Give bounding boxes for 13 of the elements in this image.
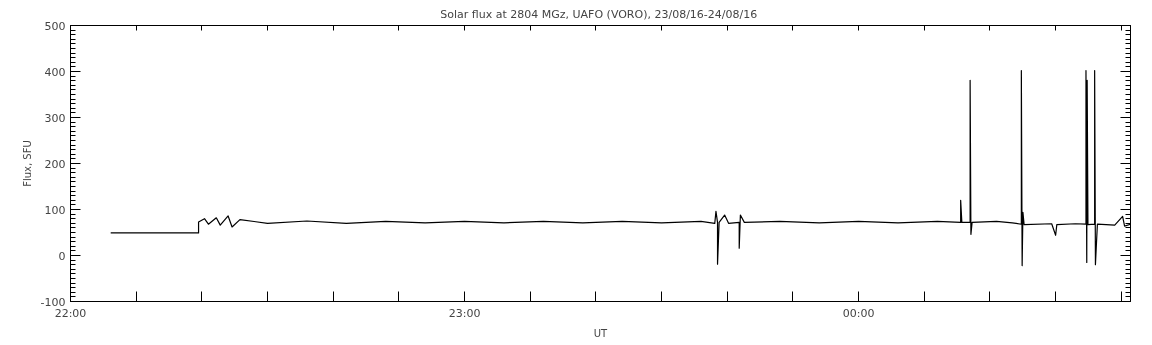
y-tick-label: 100: [44, 203, 66, 217]
x-axis-title: UT: [593, 327, 609, 339]
y-tick-label: 500: [44, 19, 66, 33]
y-tick-label: -100: [40, 295, 66, 309]
y-tick-label: 300: [44, 111, 66, 125]
y-tick-label: 0: [58, 249, 66, 263]
y-tick-label: 400: [44, 65, 66, 79]
y-axis-title: Flux, SFU: [21, 140, 33, 187]
y-tick-label: 200: [44, 157, 66, 171]
chart-title: Solar flux at 2804 MGz, UAFO (VORO), 23/08/16-24/08/16: [440, 7, 758, 21]
x-tick-label: 23:00: [448, 306, 481, 320]
x-tick-label: 22:00: [54, 306, 87, 320]
x-tick-label: 00:00: [842, 306, 875, 320]
